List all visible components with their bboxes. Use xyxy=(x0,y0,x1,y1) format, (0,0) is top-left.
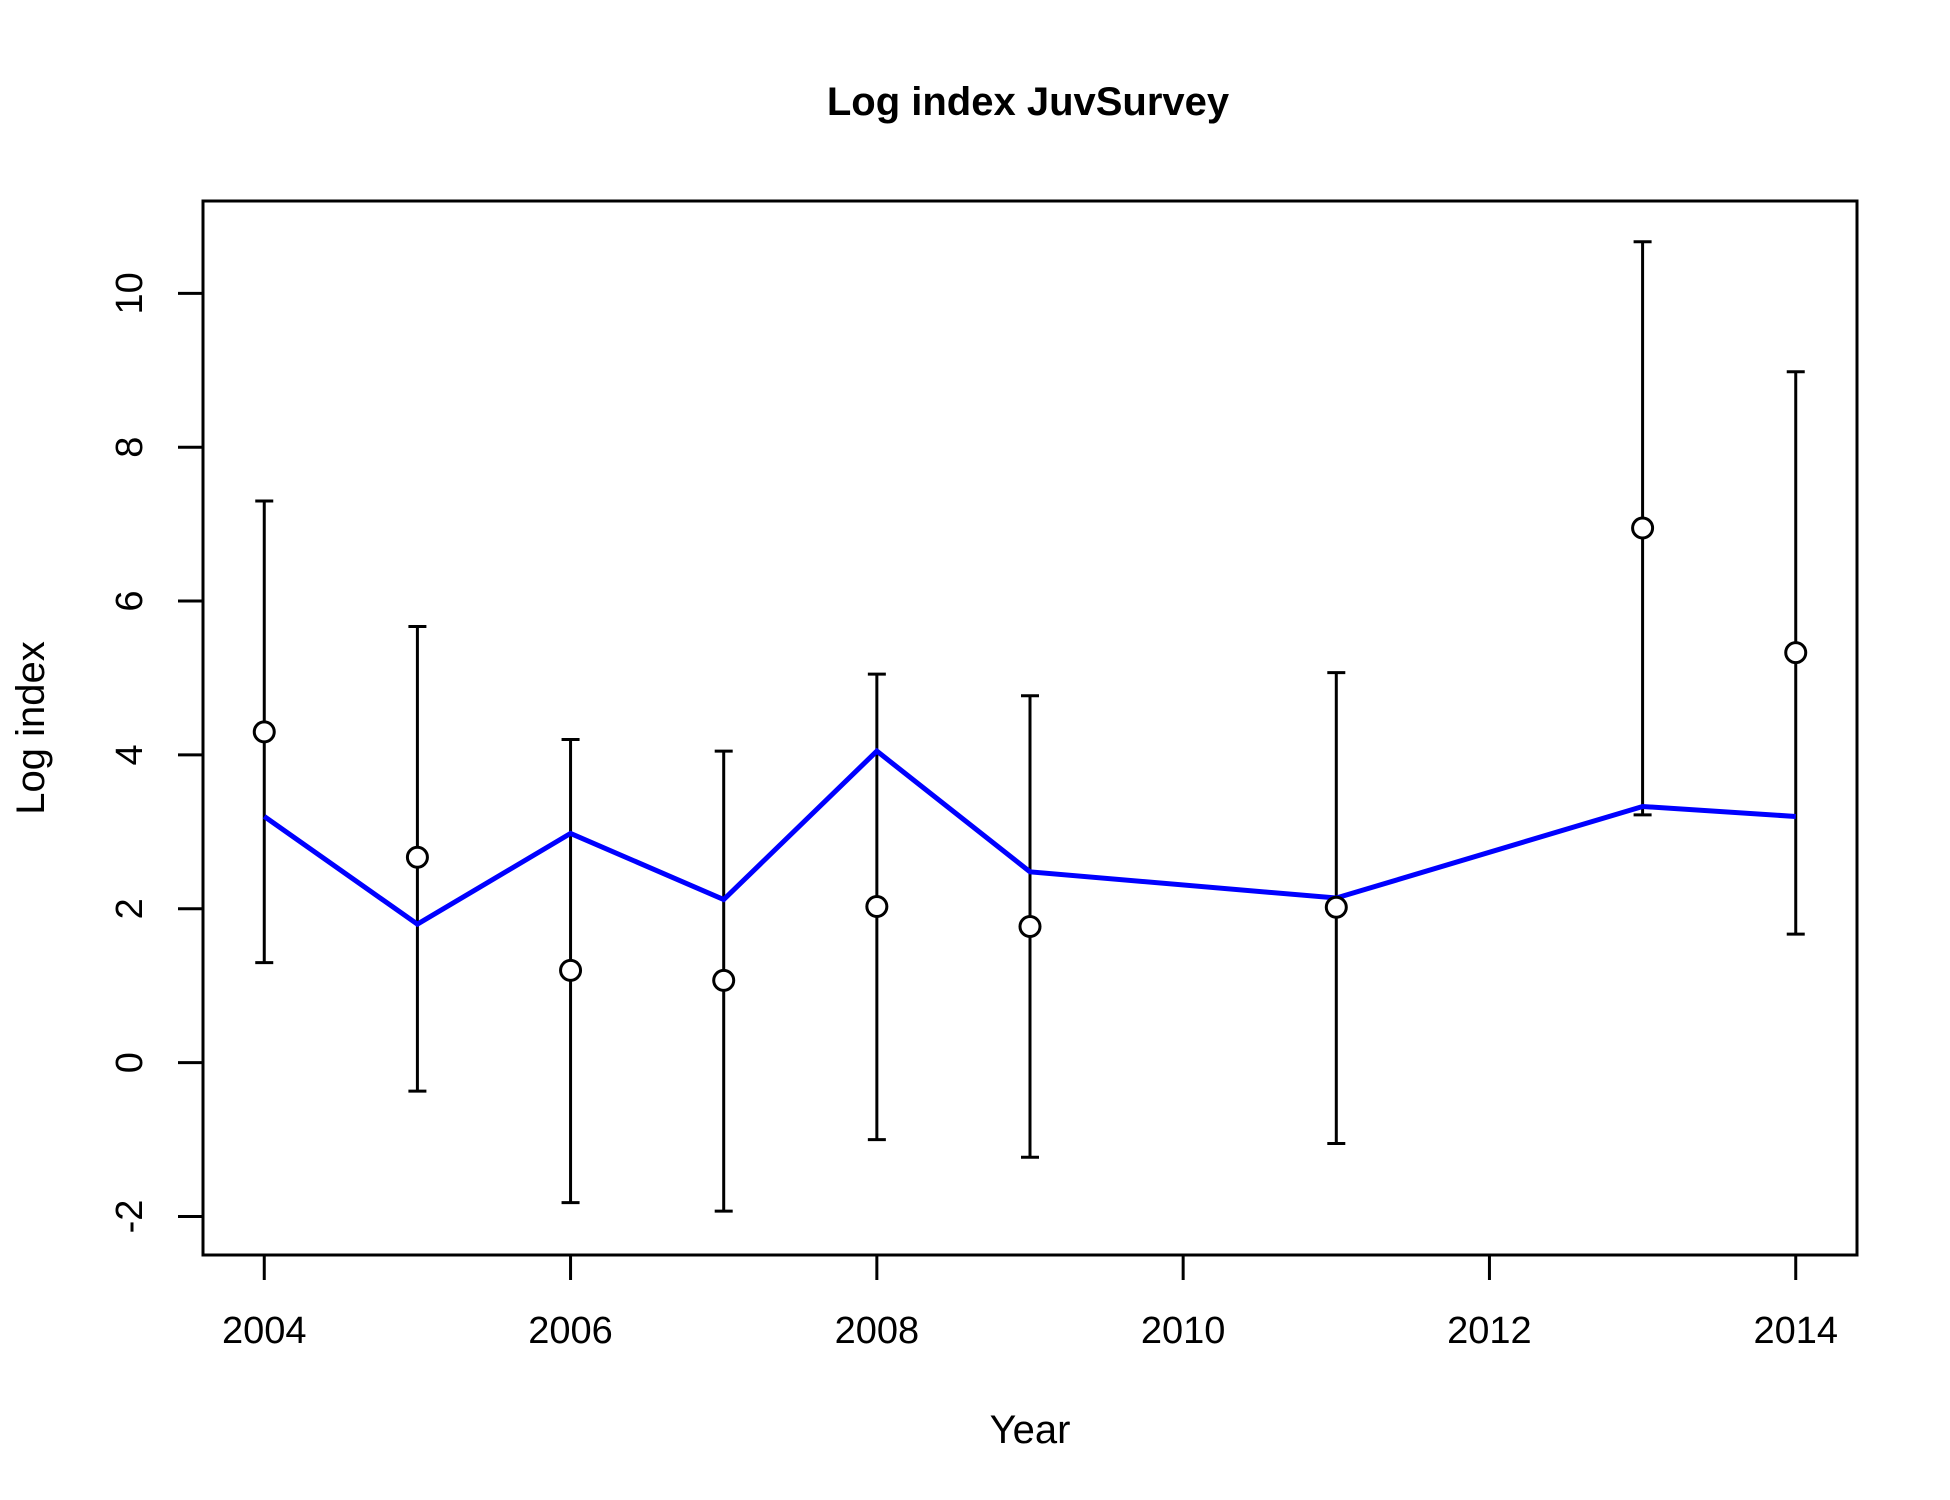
observed-points xyxy=(252,516,1808,992)
y-tick-label: -2 xyxy=(109,1200,151,1234)
y-tick-label: 8 xyxy=(109,437,151,458)
x-axis-label: Year xyxy=(990,1408,1071,1452)
fitted-line-group xyxy=(262,747,1796,928)
x-axis: 2004 2006 2008 2010 2012 2014 xyxy=(222,1255,1838,1352)
observed-point xyxy=(1784,641,1808,665)
y-axis: -2 0 2 4 6 8 10 xyxy=(109,272,203,1233)
x-tick-label: 2010 xyxy=(1141,1310,1226,1352)
y-tick-label: 6 xyxy=(109,590,151,611)
observed-point xyxy=(1018,914,1042,938)
x-tick-label: 2008 xyxy=(835,1310,920,1352)
y-tick-label: 4 xyxy=(109,744,151,765)
x-tick-label: 2014 xyxy=(1753,1310,1838,1352)
fitted-line xyxy=(262,747,1796,928)
y-tick-label: 2 xyxy=(109,898,151,919)
plot-frame xyxy=(201,199,1859,1257)
observed-point xyxy=(559,958,583,982)
observed-point xyxy=(865,894,889,918)
observed-point xyxy=(405,845,429,869)
observed-point xyxy=(252,720,276,744)
chart-title: Log index JuvSurvey xyxy=(827,80,1230,124)
x-tick-label: 2006 xyxy=(528,1310,613,1352)
y-tick-label: 10 xyxy=(109,272,151,314)
y-axis-label: Log index xyxy=(9,641,53,814)
x-tick-label: 2012 xyxy=(1447,1310,1532,1352)
observed-point xyxy=(712,968,736,992)
observed-point xyxy=(1324,895,1348,919)
y-tick-label: 0 xyxy=(109,1052,151,1073)
x-tick-label: 2004 xyxy=(222,1310,307,1352)
observed-point xyxy=(1631,516,1655,540)
error-bars xyxy=(255,240,1805,1213)
